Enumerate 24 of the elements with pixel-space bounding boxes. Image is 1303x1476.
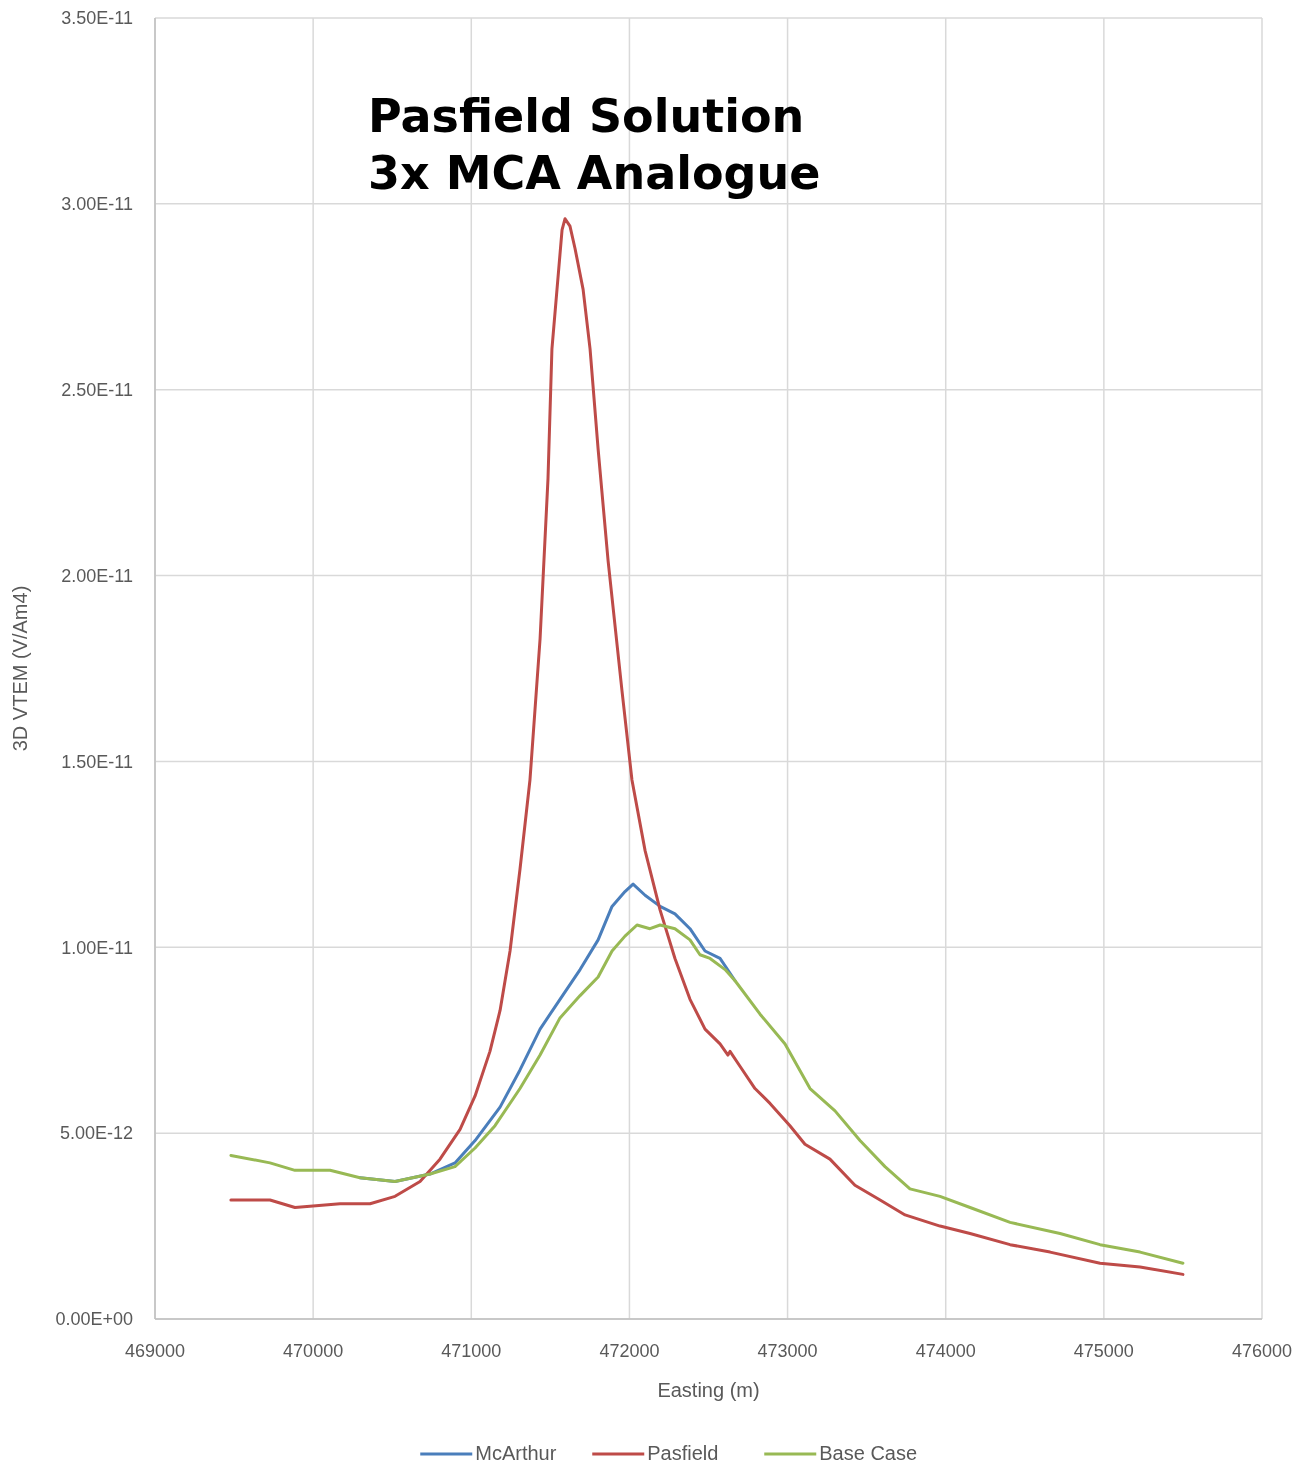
y-tick-label: 0.00E+00 xyxy=(55,1309,133,1330)
y-tick-label: 1.00E-11 xyxy=(61,937,133,958)
x-axis-title: Easting (m) xyxy=(657,1379,760,1401)
x-tick-label: 469000 xyxy=(124,1341,186,1361)
x-tick-label: 472000 xyxy=(599,1341,660,1361)
legend-label: Base Case xyxy=(819,1442,918,1464)
legend-label: Pasfield xyxy=(647,1442,719,1464)
x-tick-label: 473000 xyxy=(757,1341,818,1361)
y-tick-label: 1.50E-11 xyxy=(61,751,133,772)
line-series xyxy=(229,217,1185,1276)
y-axis-title: 3D VTEM (V/Am4) xyxy=(9,585,31,752)
y-tick-label: 2.00E-11 xyxy=(61,565,133,586)
y-tick-label: 3.00E-11 xyxy=(61,194,133,215)
text: Pasfield Solution 3x MCA Analogue xyxy=(368,89,821,200)
x-tick-label: 470000 xyxy=(283,1341,344,1361)
x-tick-label: 474000 xyxy=(915,1341,976,1361)
x-tick-label: 471000 xyxy=(441,1341,502,1361)
legend-label: McArthur xyxy=(475,1442,557,1464)
line-series xyxy=(229,923,1185,1265)
x-tick-label: 475000 xyxy=(1073,1341,1134,1361)
y-tick-label: 5.00E-12 xyxy=(59,1123,133,1144)
y-tick-label: 3.50E-11 xyxy=(61,8,133,29)
y-tick-label: 2.50E-11 xyxy=(61,380,133,401)
x-tick-label: 476000 xyxy=(1231,1341,1293,1361)
